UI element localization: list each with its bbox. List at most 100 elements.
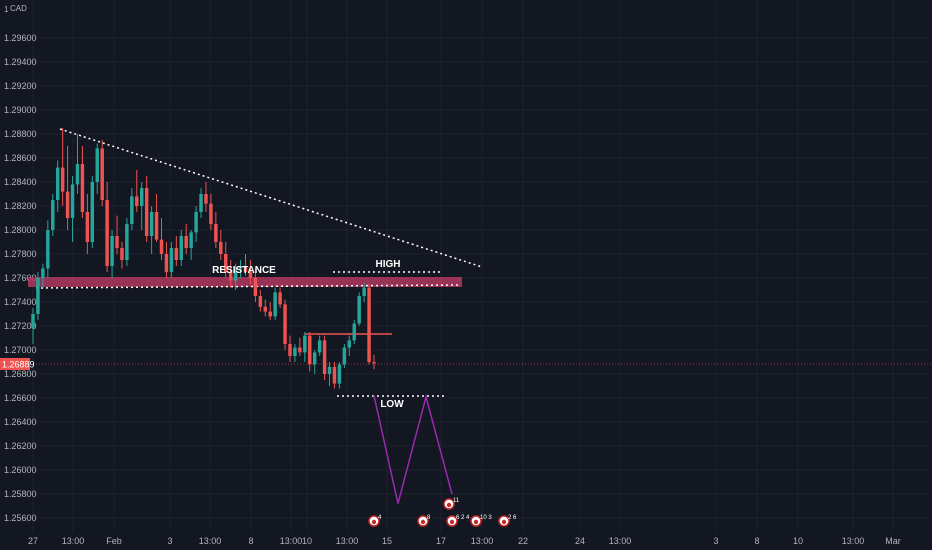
candle-body[interactable] [332,366,337,384]
price-tag [0,358,30,370]
candle-body[interactable] [362,287,366,296]
candle-body[interactable] [144,188,149,236]
candle-body[interactable] [253,278,258,296]
candle-body[interactable] [51,200,55,230]
candle-body[interactable] [293,347,297,356]
candle-body[interactable] [322,340,327,374]
event-marker[interactable]: 2 6 [498,515,517,527]
candle-body[interactable] [115,236,119,248]
candle-body[interactable] [184,236,188,248]
candle-body[interactable] [228,272,233,281]
candle-body[interactable] [95,148,99,182]
candle-body[interactable] [273,292,277,317]
candle-body[interactable] [75,164,80,185]
candle-body[interactable] [194,212,198,233]
candle-body[interactable] [130,196,134,224]
candle-body[interactable] [224,254,228,272]
x-tick-label: 3 [713,536,718,546]
y-tick-label: 1.26600 [4,393,37,403]
events-row[interactable]: 4 8 11 6 2 4 10 3 2 6 [368,498,517,527]
event-count: 10 3 [480,515,492,521]
candle-body[interactable] [169,248,174,272]
y-tick-label: 1.26000 [4,465,37,475]
candle-body[interactable] [347,340,352,348]
projection-path[interactable] [373,393,453,504]
candle-body[interactable] [214,224,218,242]
candle-body[interactable] [367,287,371,362]
candle-body[interactable] [60,167,65,192]
candle-body[interactable] [263,306,268,312]
event-marker[interactable]: 11 [443,498,460,510]
candle-body[interactable] [139,188,144,206]
candle-body[interactable] [342,347,347,365]
event-marker[interactable]: 10 3 [470,515,492,527]
candle-body[interactable] [80,164,85,212]
candle-body[interactable] [110,236,114,266]
candle-body[interactable] [164,254,169,272]
y-tick-label: 1.27400 [4,297,37,307]
candle-body[interactable] [372,362,376,364]
candle-body[interactable] [283,304,287,344]
candle-body[interactable] [149,212,154,236]
candle-body[interactable] [46,230,50,269]
candle-body[interactable] [31,314,35,329]
event-marker[interactable]: 4 [368,515,382,527]
candle-body[interactable] [209,203,213,224]
candle-body[interactable] [248,272,253,278]
candle-body[interactable] [238,266,243,269]
candle-body[interactable] [90,182,95,242]
candle-body[interactable] [327,366,332,374]
candle-body[interactable] [243,266,248,272]
event-marker[interactable]: 8 [417,515,431,527]
candle-body[interactable] [100,148,104,200]
candlestick-series[interactable] [31,128,376,389]
price-axis[interactable]: 1.29600 1.29400 1.29200 1.29000 1.28800 1.286… [4,33,37,523]
candle-body[interactable] [312,352,317,365]
y-tick-label: 1.29400 [4,57,37,67]
candle-body[interactable] [189,232,193,248]
descending-trendline[interactable] [59,128,483,268]
x-tick-label: 13:00 [471,536,494,546]
candle-body[interactable] [317,340,322,353]
candle-body[interactable] [199,194,203,212]
candle-body[interactable] [154,212,159,240]
candle-body[interactable] [174,248,179,260]
x-tick-label: 3 [167,536,172,546]
candle-body[interactable] [278,292,282,305]
candle-body[interactable] [337,364,342,384]
candle-body[interactable] [36,278,40,314]
candle-body[interactable] [268,311,272,317]
y-tick-label: 1.27800 [4,249,37,259]
support-resistance-dotted-line[interactable] [35,284,459,289]
candle-body[interactable] [357,296,361,324]
event-marker[interactable]: 6 2 4 [446,515,470,527]
candle-body[interactable] [41,268,45,278]
candle-body[interactable] [303,335,307,353]
candle-body[interactable] [70,184,75,218]
candle-body[interactable] [288,344,292,356]
x-tick-label: 27 [28,536,38,546]
candle-body[interactable] [105,200,109,266]
candle-body[interactable] [308,335,312,365]
candle-body[interactable] [85,212,90,242]
candle-body[interactable] [233,268,238,281]
candle-body[interactable] [65,191,70,218]
candle-body[interactable] [204,194,208,204]
candle-body[interactable] [179,236,183,260]
time-axis[interactable]: 27 13:00 Feb 3 13:00 8 13:00 10 13:00 15 17 13:00 22… [28,536,901,546]
resistance-zone[interactable] [28,277,462,287]
candle-body[interactable] [125,224,129,260]
candle-body[interactable] [352,323,356,341]
x-tick-label: 13:00 [62,536,85,546]
candle-body[interactable] [219,242,223,254]
candle-body[interactable] [120,248,124,260]
x-tick-label: Feb [106,536,122,546]
candle-body[interactable] [258,296,263,307]
candle-body[interactable] [298,347,302,353]
candle-body[interactable] [135,196,139,206]
x-tick-label: 24 [575,536,585,546]
candle-body[interactable] [159,239,164,254]
candle-body[interactable] [55,167,60,200]
